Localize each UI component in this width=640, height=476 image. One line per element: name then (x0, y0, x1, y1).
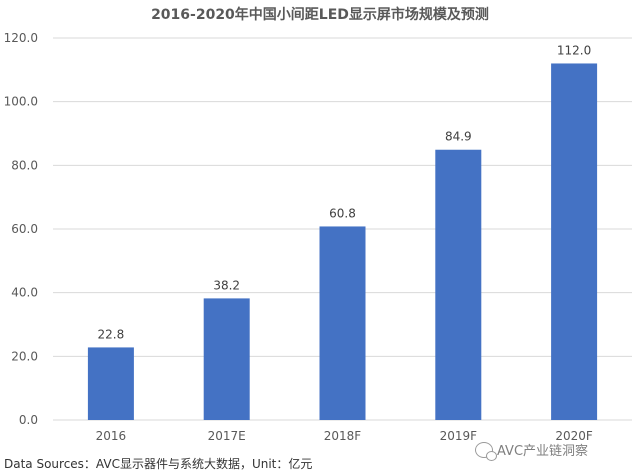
data-label: 38.2 (213, 278, 240, 292)
x-tick-label: 2020F (555, 429, 593, 443)
data-label: 84.9 (445, 130, 472, 144)
x-tick-label: 2017E (208, 429, 246, 443)
bar (551, 63, 598, 420)
y-tick-label: 80.0 (11, 158, 38, 172)
y-tick-label: 20.0 (11, 349, 38, 363)
bar (203, 298, 250, 420)
y-tick-label: 60.0 (11, 222, 38, 236)
bar (319, 226, 366, 420)
watermark: AVC产业链洞察 (475, 440, 589, 461)
wechat-icon (475, 441, 497, 461)
x-tick-label: 2018F (324, 429, 362, 443)
data-label: 22.8 (98, 327, 125, 341)
watermark-text: AVC产业链洞察 (497, 444, 589, 459)
x-axis-ticks: 2016 2017E 2018F 2019F 2020F (96, 429, 593, 443)
data-label: 112.0 (557, 43, 591, 57)
data-source-note: Data Sources：AVC显示器件与系统大数据，Unit：亿元 (4, 457, 313, 471)
bars (87, 63, 598, 421)
data-label: 60.8 (329, 206, 356, 220)
y-tick-label: 120.0 (4, 31, 38, 45)
x-tick-label: 2016 (96, 429, 127, 443)
bar (435, 149, 482, 421)
value-labels: 22.8 38.2 60.8 84.9 112.0 (98, 43, 592, 341)
y-tick-label: 40.0 (11, 286, 38, 300)
y-axis-ticks: 0.0 20.0 40.0 60.0 80.0 100.0 120.0 (4, 31, 38, 427)
y-tick-label: 0.0 (19, 413, 38, 427)
y-tick-label: 100.0 (4, 95, 38, 109)
x-tick-label: 2019F (440, 429, 478, 443)
bar (87, 347, 134, 420)
chart-title: 2016-2020年中国小间距LED显示屏市场规模及预测 (151, 7, 489, 23)
